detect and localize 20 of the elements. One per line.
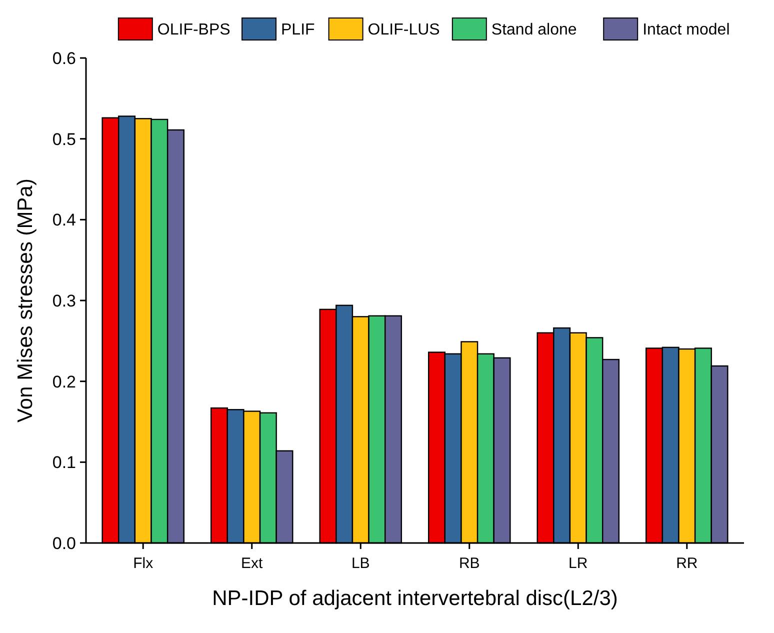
y-tick-label: 0.6 [52,48,76,68]
legend-label: OLIF-BPS [157,22,230,39]
legend-label: Intact model [642,22,730,39]
x-tick-label: LB [351,555,370,572]
y-axis-title: Von Mises stresses (MPa) [14,178,37,422]
y-tick-label: 0.1 [52,453,76,472]
legend-label: PLIF [281,22,316,39]
legend-label: Stand alone [491,22,577,39]
y-tick-label: 0.3 [52,291,76,310]
y-tick-label: 0.2 [52,372,76,392]
x-axis-title: NP-IDP of adjacent intervertebral disc(L2/3) [212,587,618,610]
text: 0.0 [52,534,76,553]
x-tick-label: Ext [241,555,264,572]
x-tick-label: LR [568,555,588,572]
x-tick-label: Flx [133,555,154,572]
legend-label: OLIF-LUS [368,22,440,39]
x-tick-label: RB [458,555,480,572]
y-tick-label: 0.4 [52,210,76,230]
y-tick-label: 0.5 [52,130,76,149]
x-tick-label: RR [676,555,698,572]
